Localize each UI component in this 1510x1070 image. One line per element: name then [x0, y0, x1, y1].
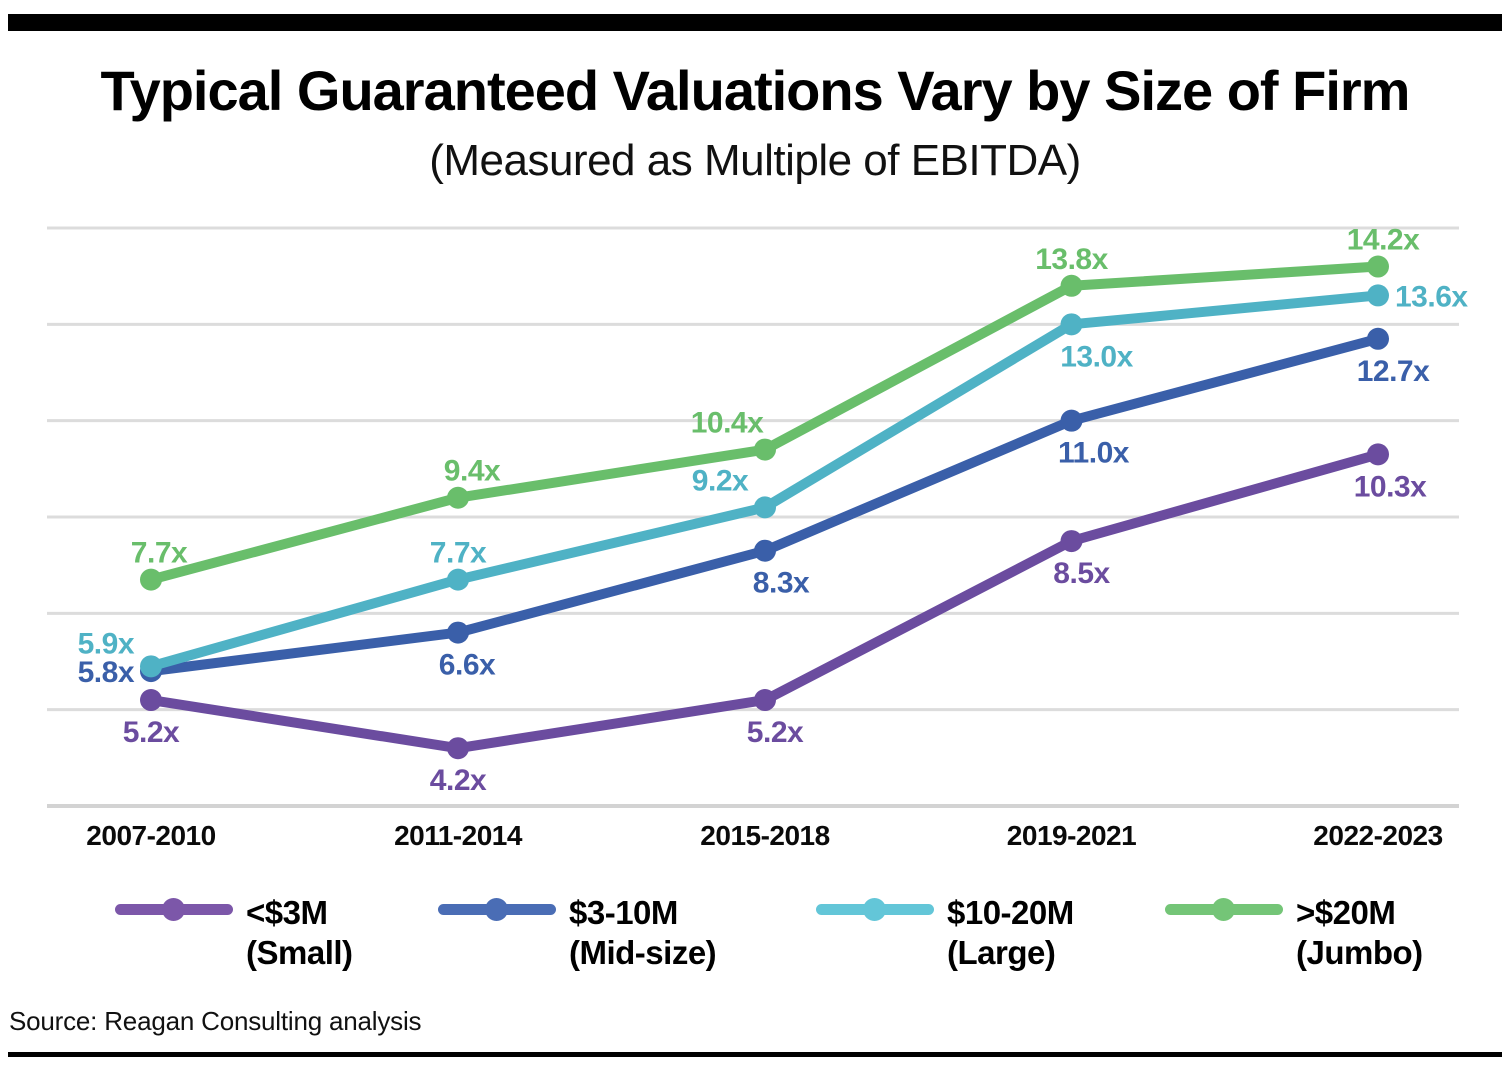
data-label: 6.6x: [439, 649, 496, 682]
data-label: 12.7x: [1357, 355, 1430, 388]
chart-legend: <$3M (Small) $3-10M (Mid-size) $10-20M (Large…: [0, 0, 1510, 971]
x-axis-label: 2011-2014: [394, 820, 523, 851]
data-label: 14.2x: [1347, 224, 1420, 257]
data-point: [1367, 284, 1389, 307]
data-label: 5.9x: [78, 627, 135, 660]
legend-swatch: [115, 898, 233, 921]
legend-item-3: >$20M (Jumbo): [1165, 893, 1423, 974]
data-point: [754, 689, 776, 712]
data-label: 8.5x: [1053, 557, 1110, 590]
data-label: 10.3x: [1354, 470, 1427, 503]
data-point: [447, 568, 469, 591]
data-label: 7.7x: [430, 537, 487, 570]
data-point: [1060, 274, 1083, 297]
x-axis-label: 2007-2010: [86, 820, 215, 851]
series-line-2: [146, 290, 1383, 672]
data-label: 9.2x: [692, 464, 749, 497]
legend-item-2: $10-20M (Large): [816, 893, 1074, 974]
data-point: [754, 496, 776, 519]
legend-label: >$20M (Jumbo): [1296, 894, 1423, 972]
x-axis-label: 2019-2021: [1007, 820, 1136, 851]
legend-dot: [1212, 898, 1235, 921]
data-label: 5.2x: [747, 716, 804, 749]
legend-label: <$3M (Small): [246, 894, 353, 972]
data-label: 9.4x: [444, 455, 501, 488]
legend-swatch: [816, 898, 934, 921]
legend-swatch: [1165, 898, 1283, 921]
legend-swatch: [438, 898, 556, 921]
data-label: 7.7x: [131, 537, 188, 570]
data-point: [754, 539, 776, 562]
legend-label: $3-10M (Mid-size): [569, 894, 717, 972]
data-label: 5.8x: [78, 656, 135, 689]
data-label: 8.3x: [753, 567, 810, 600]
legend-item-1: $3-10M (Mid-size): [438, 893, 717, 974]
data-label: 5.2x: [123, 716, 180, 749]
data-point: [1367, 327, 1389, 350]
data-point: [140, 689, 162, 712]
data-point: [1060, 313, 1083, 336]
data-label: 13.6x: [1395, 280, 1468, 313]
top-rule: [8, 14, 1502, 31]
data-point: [140, 568, 162, 591]
legend-dot: [863, 898, 886, 921]
x-axis-label: 2022-2023: [1313, 820, 1442, 851]
data-point: [447, 737, 469, 760]
legend-dot: [485, 898, 508, 921]
data-point: [1060, 409, 1083, 432]
data-point: [447, 621, 469, 644]
data-point: [1060, 530, 1083, 553]
data-label: 11.0x: [1058, 437, 1130, 470]
data-point: [447, 486, 469, 509]
data-point: [1367, 443, 1389, 466]
chart-title: Typical Guaranteed Valuations Vary by Si…: [100, 59, 1411, 122]
legend-label: $10-20M (Large): [947, 894, 1074, 972]
source-note: Source: Reagan Consulting analysis: [9, 1006, 422, 1036]
data-label: 13.8x: [1035, 243, 1108, 276]
data-point: [754, 438, 776, 461]
legend-dot: [162, 898, 185, 921]
chart-subtitle: (Measured as Multiple of EBITDA): [429, 136, 1081, 185]
legend-item-0: <$3M (Small): [115, 893, 353, 974]
data-point: [140, 655, 162, 678]
bottom-rule: [8, 1052, 1502, 1057]
data-label: 13.0x: [1060, 340, 1133, 373]
data-point: [1367, 255, 1389, 278]
data-label: 4.2x: [430, 764, 487, 797]
data-label: 10.4x: [691, 407, 764, 440]
x-axis-label: 2015-2018: [700, 820, 829, 851]
